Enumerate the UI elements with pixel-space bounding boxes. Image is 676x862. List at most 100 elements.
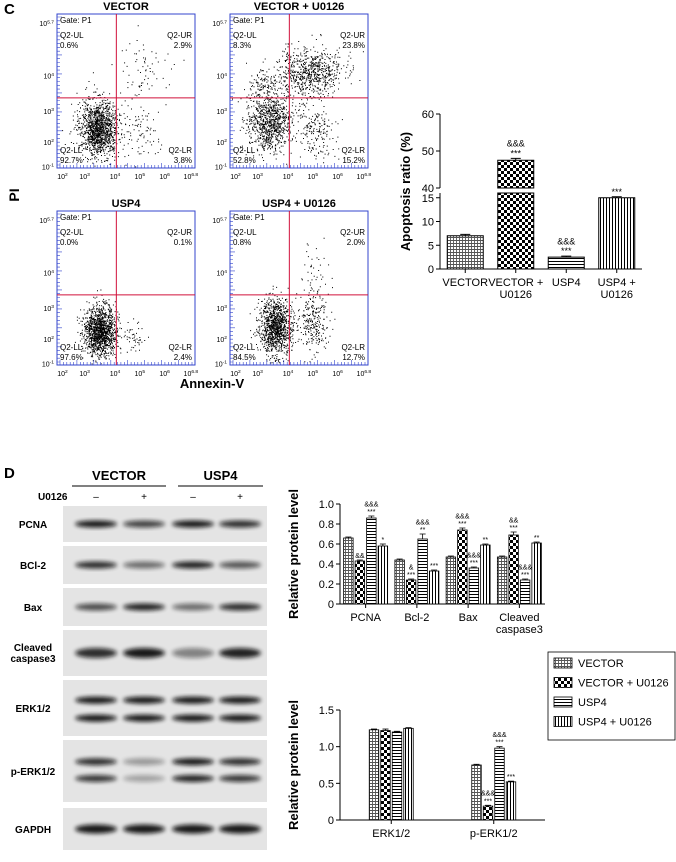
quadrant-value: 84.5% <box>233 353 256 362</box>
error-bar <box>382 728 389 731</box>
quadrant-name: Q2-UL <box>60 228 84 237</box>
error-bar <box>522 578 529 580</box>
y-axis-label: Relative protein level <box>286 700 301 830</box>
error-bar <box>510 157 521 161</box>
tick-label: 103 <box>252 172 263 181</box>
event-dots <box>62 25 185 168</box>
error-bar <box>379 543 386 546</box>
quadrant-name: Q2-UR <box>167 31 192 40</box>
tick-label: 105.7 <box>212 216 227 225</box>
tick-base: 10 <box>79 174 87 181</box>
quadrant-value: 12.7% <box>342 353 365 362</box>
error-bar <box>510 531 517 535</box>
bar <box>445 556 457 605</box>
tick-exp: 4 <box>224 72 227 78</box>
bar <box>508 534 519 605</box>
bar <box>366 517 377 605</box>
quadrant-name: Q2-UL <box>60 31 84 40</box>
tick-label: 104 <box>43 269 54 278</box>
blot-band <box>172 696 214 704</box>
tick-exp: 4 <box>290 172 293 178</box>
blot-strip <box>63 740 267 802</box>
tick-base: 10 <box>43 109 51 116</box>
tick-label: 105 <box>308 369 319 378</box>
tick-base: 10 <box>215 164 223 171</box>
blot-band <box>219 648 261 658</box>
error-bar <box>394 730 400 732</box>
error-bar <box>396 558 403 560</box>
bar <box>531 542 542 605</box>
tick-base: 10 <box>216 337 224 344</box>
x-tick-label: USP4 + U0126 <box>598 277 636 301</box>
treatment-state: – <box>190 492 196 503</box>
tick-exp: 2 <box>224 335 227 341</box>
tick-exp: 3 <box>87 369 90 375</box>
error-bar <box>470 566 477 568</box>
y-tick-label: 40 <box>422 183 434 195</box>
row-label: PCNA <box>19 520 47 531</box>
tick-label: 103 <box>79 172 90 181</box>
tick-base: 10 <box>216 74 224 81</box>
gate-label: Gate: P1 <box>233 16 265 25</box>
blot-band <box>123 561 165 569</box>
y-axis-label: PI <box>6 188 22 201</box>
tick-base: 10 <box>43 140 51 147</box>
tick-base: 10 <box>252 371 260 378</box>
blot-band <box>75 561 117 569</box>
plot-frame <box>229 13 369 169</box>
quadrant-name: Q2-LL <box>60 343 83 352</box>
tick-exp: -1 <box>223 360 228 366</box>
tick-base: 10 <box>216 306 224 313</box>
y-tick-label: 50 <box>422 146 434 158</box>
tick-exp: 5 <box>142 369 145 375</box>
tick-exp: 2 <box>65 172 68 178</box>
bar <box>496 556 508 605</box>
error-bar <box>611 196 622 198</box>
tick-exp: 3 <box>260 369 263 375</box>
tick-base: 10 <box>159 371 167 378</box>
y-tick-label: 0.4 <box>319 559 334 571</box>
blot-band <box>123 603 165 611</box>
row-label: BCl-2 <box>20 561 47 572</box>
significance-label: &&& ** <box>416 519 430 534</box>
tick-label: 102 <box>230 172 241 181</box>
legend-label: VECTOR + U0126 <box>578 678 669 690</box>
y-tick-label: 10 <box>422 217 434 229</box>
error-bar <box>485 804 491 807</box>
error-bar <box>508 780 514 782</box>
y-tick-label: 0 <box>428 264 434 276</box>
tick-base: 10 <box>216 271 224 278</box>
tick-exp: 3 <box>87 172 90 178</box>
significance-label: &&& *** <box>492 732 506 747</box>
axis-ticks <box>57 16 193 168</box>
significance-label: *** <box>430 563 438 570</box>
tick-exp: 2 <box>51 138 54 144</box>
tick-base: 10 <box>42 164 50 171</box>
significance-label: &&& *** <box>507 139 525 159</box>
blot-band <box>172 774 214 782</box>
tick-base: 10 <box>215 361 223 368</box>
blot-band <box>123 758 165 766</box>
quadrant-name: Q2-LL <box>233 146 256 155</box>
tick-label: 104 <box>283 172 294 181</box>
bar <box>368 729 380 821</box>
y-tick-label: 5 <box>428 240 434 252</box>
tick-label: 106.8 <box>184 172 199 181</box>
group-label: USP4 <box>204 468 239 483</box>
plot-title: USP4 <box>112 198 142 210</box>
event-dots <box>249 237 336 364</box>
bar <box>497 159 535 270</box>
legend-label: USP4 <box>578 697 607 709</box>
quadrant-name: Q2-UL <box>233 228 257 237</box>
row-label: Bax <box>24 603 43 614</box>
y-tick-label: 60 <box>422 109 434 121</box>
tick-label: 104 <box>110 172 121 181</box>
axis-ticks <box>230 16 366 168</box>
tick-base: 10 <box>230 371 238 378</box>
blot-band <box>123 648 165 658</box>
x-tick-label: VECTOR <box>442 277 488 289</box>
quadrant-value: 0.1% <box>174 238 192 247</box>
significance-label: ** <box>534 535 540 542</box>
tick-exp: 4 <box>51 72 54 78</box>
